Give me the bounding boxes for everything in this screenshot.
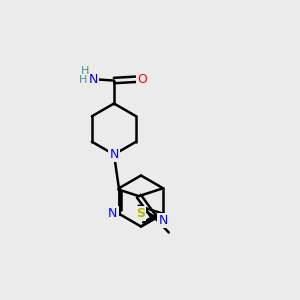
Text: N: N bbox=[158, 214, 168, 227]
Text: O: O bbox=[137, 73, 147, 86]
Text: H: H bbox=[81, 66, 89, 76]
Text: N: N bbox=[109, 148, 119, 161]
Text: N: N bbox=[108, 207, 118, 220]
Text: H: H bbox=[79, 75, 88, 85]
Text: S: S bbox=[136, 207, 145, 220]
Text: N: N bbox=[89, 73, 98, 86]
